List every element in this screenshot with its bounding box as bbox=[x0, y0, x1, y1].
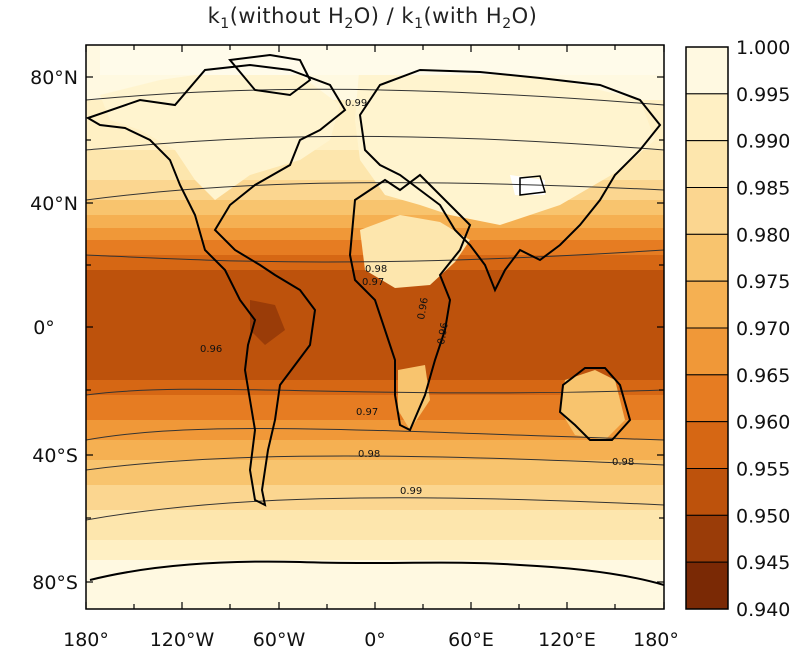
lon-label-0: 0° bbox=[364, 629, 386, 651]
lon-label-120e: 120°E bbox=[538, 629, 596, 651]
contour-label-11: 0.99 bbox=[400, 486, 422, 497]
band-0955 bbox=[86, 270, 664, 380]
lat-label-80n: 80°N bbox=[30, 67, 78, 89]
colorbar-swatch-0 bbox=[685, 46, 729, 95]
colorbar-swatch-1 bbox=[685, 93, 729, 142]
greenland-outline bbox=[228, 53, 312, 97]
contour-0995-north bbox=[86, 88, 664, 106]
south-africa-field bbox=[398, 365, 430, 430]
colorbar-label-6: 0.970 bbox=[736, 318, 790, 340]
contour-label-2: 0.96 bbox=[200, 344, 222, 355]
lon-label-60w: 60°W bbox=[253, 629, 306, 651]
coastlines bbox=[86, 53, 664, 586]
contour-label-3: 0.98 bbox=[365, 264, 387, 275]
colorbar-swatch-2 bbox=[685, 140, 729, 189]
contour-0960-south bbox=[86, 388, 664, 396]
contour-0965-north bbox=[86, 249, 664, 263]
contour-label-10: 0.98 bbox=[612, 457, 634, 468]
lon-tick-marks bbox=[85, 45, 665, 609]
australia-outline bbox=[558, 367, 632, 441]
colorbar-label-4: 0.980 bbox=[736, 224, 790, 246]
colorbar-swatch-6 bbox=[685, 327, 729, 376]
colorbar-swatch-3 bbox=[685, 187, 729, 235]
lat-label-40s: 40°S bbox=[32, 445, 78, 467]
lat-label-0: 0° bbox=[33, 317, 55, 339]
lat-tick-marks bbox=[86, 76, 664, 583]
colorbar-label-7: 0.965 bbox=[736, 365, 790, 387]
colorbar-label-10: 0.950 bbox=[736, 505, 790, 527]
antarctica-outline bbox=[89, 560, 664, 586]
colorbar-label-2: 0.990 bbox=[736, 131, 790, 153]
lat-labels: 80°N 40°N 0° 40°S 80°S bbox=[30, 67, 78, 594]
contour-label-group: 0.99 0.96 0.98 0.97 0.96 0.96 0.97 0.98 … bbox=[200, 98, 634, 497]
contour-lines bbox=[86, 88, 664, 521]
contour-label-4: 0.97 bbox=[362, 277, 384, 288]
lon-label-60e: 60°E bbox=[448, 629, 494, 651]
antarctica-field bbox=[86, 560, 664, 609]
eurasia-outline bbox=[358, 68, 662, 293]
colorbar-swatch-10 bbox=[685, 514, 729, 563]
lat-label-40n: 40°N bbox=[30, 193, 78, 215]
contour-0980-south bbox=[86, 455, 664, 471]
arctic-field bbox=[100, 45, 664, 75]
contour-0980-north bbox=[86, 182, 664, 201]
colorbar-swatch-9 bbox=[685, 468, 729, 516]
lon-label-180e: 180° bbox=[633, 629, 679, 651]
colorbar-label-8: 0.960 bbox=[736, 412, 790, 434]
lon-label-180w: 180° bbox=[63, 629, 109, 651]
australia-field bbox=[560, 370, 625, 440]
colorbar: 1.000 0.995 0.990 0.985 0.980 0.975 0.970 0.965… bbox=[685, 37, 790, 621]
colorbar-swatch-4 bbox=[685, 233, 729, 282]
sahara-field bbox=[360, 215, 470, 288]
map-title: k1(without H2O) / k1(with H2O) bbox=[207, 4, 538, 33]
americas-outline bbox=[86, 63, 347, 507]
tibet-contour bbox=[519, 175, 546, 196]
amazon-dark-field bbox=[250, 300, 285, 345]
colorbar-label-11: 0.945 bbox=[736, 552, 790, 574]
colorbar-label-9: 0.955 bbox=[736, 459, 790, 481]
contour-0990-south bbox=[86, 497, 664, 521]
colorbar-label-3: 0.985 bbox=[736, 178, 790, 200]
contour-0970-south bbox=[86, 427, 664, 441]
lon-labels: 180° 120°W 60°W 0° 60°E 120°E 180° bbox=[63, 629, 679, 651]
colorbar-label-1: 0.995 bbox=[736, 84, 790, 106]
contour-label-6: 0.96 bbox=[436, 322, 451, 346]
africa-outline bbox=[348, 173, 472, 432]
colorbar-label-0: 1.000 bbox=[736, 37, 790, 59]
contour-label-5: 0.96 bbox=[416, 297, 431, 321]
contour-label-1: 0.99 bbox=[345, 98, 367, 109]
lon-label-120w: 120°W bbox=[150, 629, 215, 651]
map-field: 0.99 0.96 0.98 0.97 0.96 0.96 0.97 0.98 … bbox=[86, 45, 664, 609]
colorbar-swatch-5 bbox=[685, 280, 729, 329]
contour-label-8: 0.97 bbox=[356, 407, 378, 418]
colorbar-frame bbox=[685, 46, 729, 610]
contour-label-9: 0.98 bbox=[358, 449, 380, 460]
colorbar-swatch-11 bbox=[685, 561, 729, 610]
lat-label-80s: 80°S bbox=[32, 572, 78, 594]
contour-0990-north bbox=[86, 135, 664, 151]
colorbar-label-5: 0.975 bbox=[736, 271, 790, 293]
colorbar-swatch-8 bbox=[685, 421, 729, 469]
colorbar-label-12: 0.940 bbox=[736, 599, 790, 621]
colorbar-swatch-7 bbox=[685, 374, 729, 423]
